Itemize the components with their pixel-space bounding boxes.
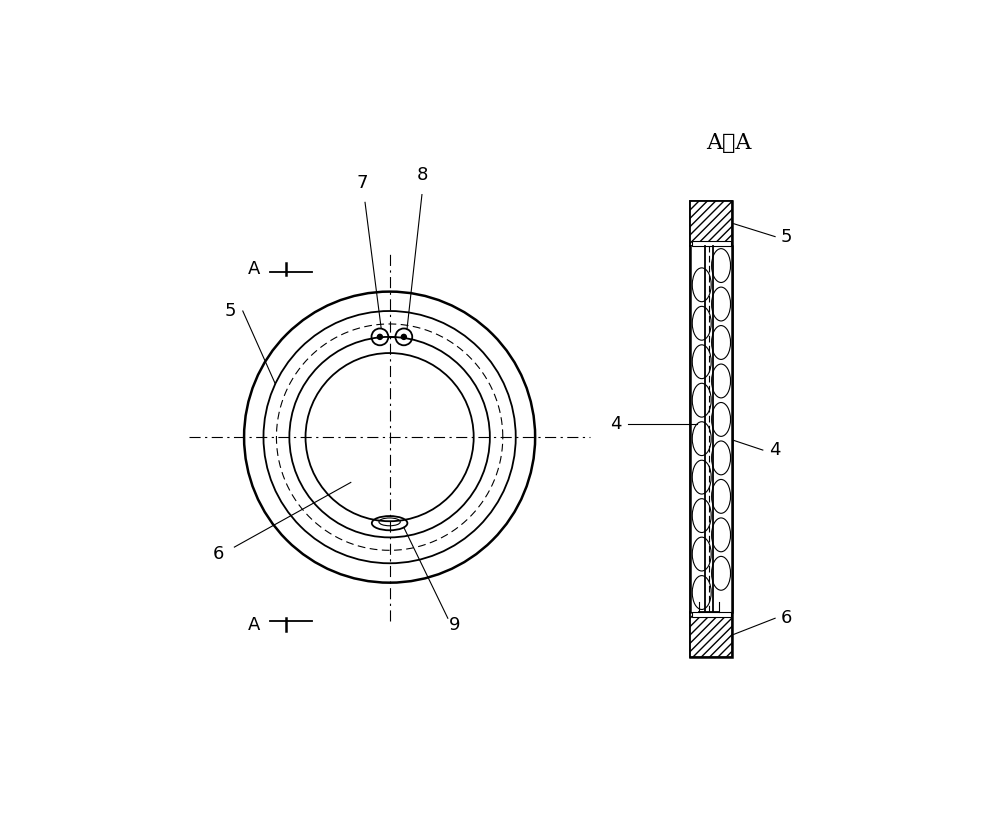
Text: A－A: A－A bbox=[706, 132, 752, 154]
Bar bbox=[692, 612, 731, 617]
Bar bbox=[692, 241, 731, 246]
Text: 6: 6 bbox=[781, 609, 792, 627]
Bar bbox=[690, 246, 732, 612]
Circle shape bbox=[401, 334, 406, 339]
Bar bbox=[690, 201, 732, 246]
Text: 9: 9 bbox=[449, 616, 460, 633]
Text: 5: 5 bbox=[781, 228, 792, 245]
Circle shape bbox=[377, 334, 382, 339]
Bar bbox=[690, 201, 732, 657]
Bar bbox=[690, 612, 732, 657]
Text: A: A bbox=[248, 260, 260, 278]
Text: 6: 6 bbox=[213, 544, 224, 563]
Text: 8: 8 bbox=[416, 166, 428, 184]
Text: A: A bbox=[248, 616, 260, 633]
Text: 4: 4 bbox=[769, 441, 780, 459]
Text: 5: 5 bbox=[224, 302, 236, 320]
Text: 4: 4 bbox=[610, 415, 622, 433]
Text: 7: 7 bbox=[356, 174, 368, 192]
